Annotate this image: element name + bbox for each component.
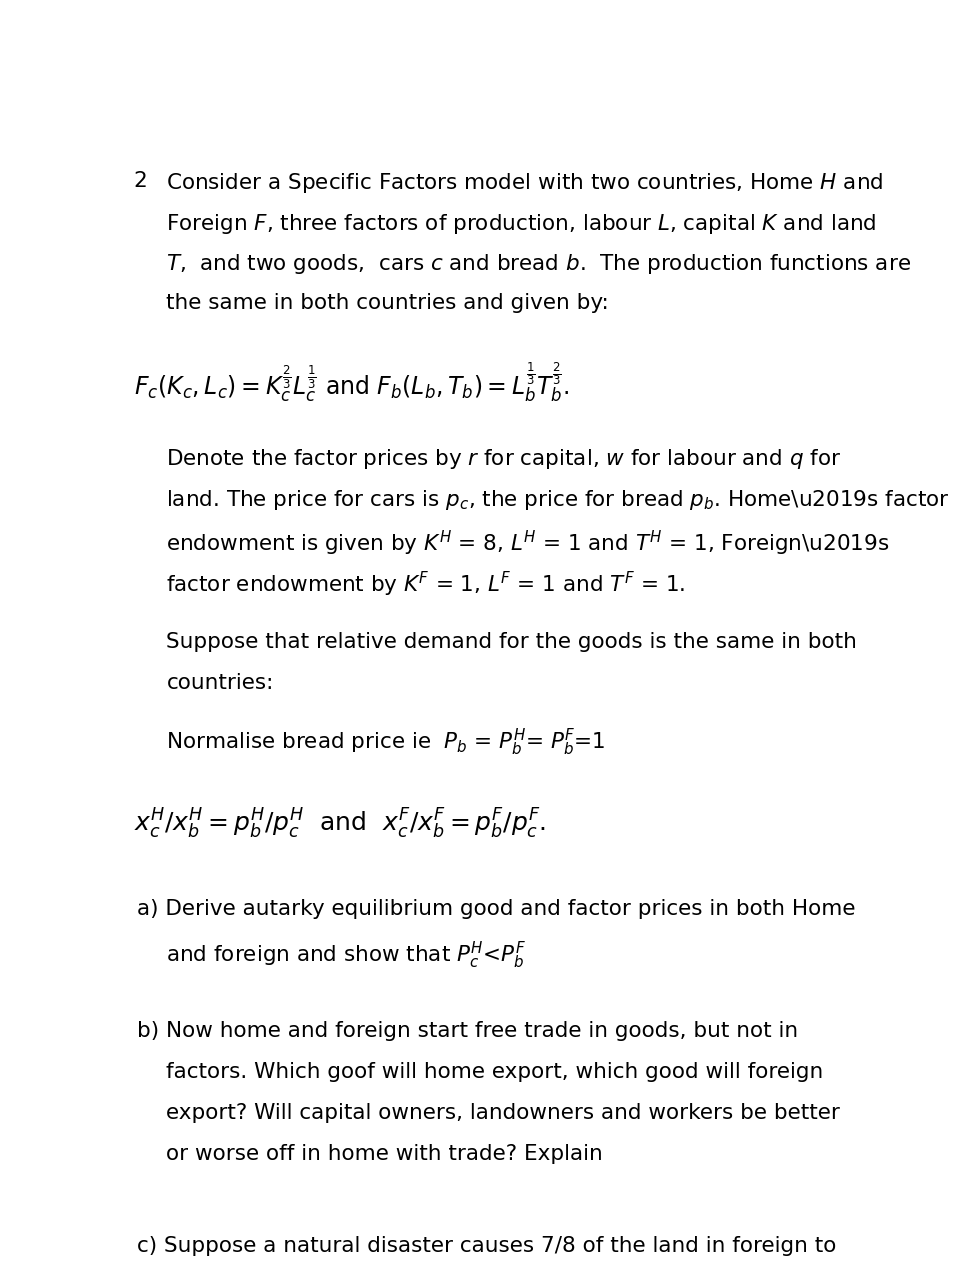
Text: endowment is given by $\mathit{K}^H$ = 8, $\mathit{L}^H$ = 1 and $\mathit{T}^H$ : endowment is given by $\mathit{K}^H$ = 8…: [166, 530, 889, 558]
Text: 2: 2: [134, 171, 147, 191]
Text: Suppose that relative demand for the goods is the same in both: Suppose that relative demand for the goo…: [166, 632, 856, 652]
Text: c) Suppose a natural disaster causes 7/8 of the land in foreign to: c) Suppose a natural disaster causes 7/8…: [136, 1235, 835, 1256]
Text: land. The price for cars is $p_c$, the price for bread $p_b$. Home\u2019s factor: land. The price for cars is $p_c$, the p…: [166, 489, 949, 512]
Text: countries:: countries:: [166, 672, 274, 693]
Text: a) Derive autarky equilibrium good and factor prices in both Home: a) Derive autarky equilibrium good and f…: [136, 898, 854, 919]
Text: $x_c^H/x_b^H = p_b^H/p_c^H$  and  $x_c^F/x_b^F = p_b^F/p_c^F.$: $x_c^H/x_b^H = p_b^H/p_c^H$ and $x_c^F/x…: [134, 806, 545, 841]
Text: Consider a Specific Factors model with two countries, Home $\mathit{H}$ and: Consider a Specific Factors model with t…: [166, 171, 883, 195]
Text: and foreign and show that $P_c^H$<$P_b^F$: and foreign and show that $P_c^H$<$P_b^F…: [166, 939, 526, 971]
Text: factors. Which goof will home export, which good will foreign: factors. Which goof will home export, wh…: [166, 1062, 823, 1082]
Text: $F_c(K_c, L_c) = K_c^{\frac{2}{3}}L_c^{\frac{1}{3}}$ and $F_b(L_b, T_b) = L_b^{\: $F_c(K_c, L_c) = K_c^{\frac{2}{3}}L_c^{\…: [134, 360, 569, 403]
Text: b) Now home and foreign start free trade in goods, but not in: b) Now home and foreign start free trade…: [136, 1021, 797, 1041]
Text: Foreign $\mathit{F}$, three factors of production, labour $\mathit{L}$, capital : Foreign $\mathit{F}$, three factors of p…: [166, 212, 876, 236]
Text: or worse off in home with trade? Explain: or worse off in home with trade? Explain: [166, 1143, 603, 1164]
Text: Denote the factor prices by $\mathit{r}$ for capital, $\mathit{w}$ for labour an: Denote the factor prices by $\mathit{r}$…: [166, 448, 841, 471]
Text: export? Will capital owners, landowners and workers be better: export? Will capital owners, landowners …: [166, 1102, 840, 1123]
Text: the same in both countries and given by:: the same in both countries and given by:: [166, 293, 608, 313]
Text: Normalise bread price ie  $P_b$ = $P_b^H$= $P_b^F$=1: Normalise bread price ie $P_b$ = $P_b^H$…: [166, 726, 605, 758]
Text: $\mathit{T}$,  and two goods,  cars $\mathit{c}$ and bread $\mathit{b}$.  The pr: $\mathit{T}$, and two goods, cars $\math…: [166, 253, 910, 277]
Text: factor endowment by $\mathit{K}^F$ = 1, $\mathit{L}^F$ = 1 and $\mathit{T}^F$ = : factor endowment by $\mathit{K}^F$ = 1, …: [166, 569, 685, 598]
